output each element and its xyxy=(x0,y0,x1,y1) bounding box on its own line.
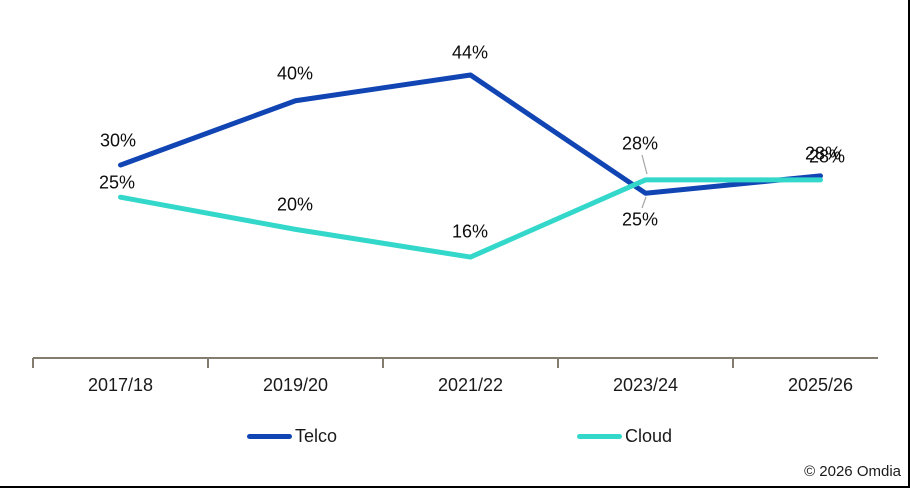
copyright-text: © 2026 Omdia xyxy=(804,463,901,480)
series-group xyxy=(118,72,823,260)
x-axis-label: 2019/20 xyxy=(263,375,328,395)
data-label-cloud: 20% xyxy=(277,194,313,214)
x-axis-labels-group: 2017/18 2019/20 2021/22 2023/24 2025/26 xyxy=(88,375,853,395)
data-label-cloud: 28% xyxy=(622,133,658,153)
data-labels-group: 30%40%44%25%28%25%20%16%28% 28% xyxy=(99,42,845,241)
x-axis-label: 2017/18 xyxy=(88,375,153,395)
data-label-telco: 25% xyxy=(622,209,658,229)
legend-swatch-cloud xyxy=(577,433,622,439)
series-line-cloud xyxy=(118,177,823,260)
legend-label-cloud: Cloud xyxy=(625,426,673,446)
data-label-telco: 40% xyxy=(277,63,313,83)
x-axis-label: 2021/22 xyxy=(438,375,503,395)
data-label-cloud: 28% xyxy=(805,143,841,163)
data-label-telco: 44% xyxy=(452,42,488,62)
legend-label-telco: Telco xyxy=(295,426,338,446)
data-label-telco: 30% xyxy=(100,130,136,150)
chart-legend: Telco Cloud xyxy=(0,424,908,452)
label-leader-line xyxy=(641,196,647,209)
legend-item-cloud[interactable]: Cloud xyxy=(577,424,672,448)
legend-swatch-telco xyxy=(247,433,292,439)
series-line-telco xyxy=(118,72,823,196)
x-axis-label: 2023/24 xyxy=(613,375,678,395)
x-axis-label: 2025/26 xyxy=(788,375,853,395)
data-label-cloud: 16% xyxy=(452,221,488,241)
axis-group xyxy=(32,357,878,368)
leader-lines-group xyxy=(641,154,648,209)
data-label-telco: 28% xyxy=(809,146,845,166)
label-leader-line xyxy=(641,154,648,175)
legend-item-telco[interactable]: Telco xyxy=(247,424,337,448)
data-label-cloud: 25% xyxy=(99,172,135,192)
